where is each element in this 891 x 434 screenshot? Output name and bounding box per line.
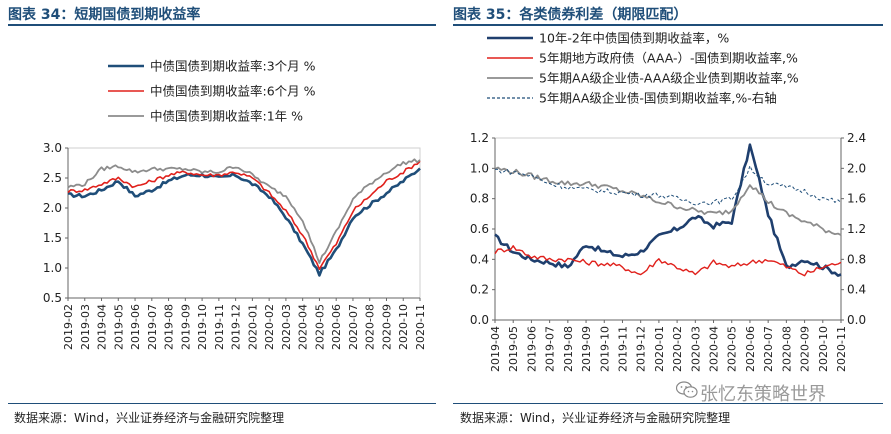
legend-label-2: 中债国债到期收益率:6个月 % xyxy=(150,84,316,99)
x-tick-label: 2019-02 xyxy=(62,304,75,350)
legend-label-2: 5年期地方政府债（AAA-）-国债到期收益率,% xyxy=(539,51,798,66)
x-tick-label: 2020-05 xyxy=(726,326,739,372)
right-source-note: 数据来源：Wind，兴业证券经济与金融研究院整理 xyxy=(460,411,731,425)
legend-label-1: 10年-2年中债国债到期收益率，% xyxy=(539,31,729,46)
x-tick-label: 2019-09 xyxy=(580,326,593,372)
y2-tick-label: 0.4 xyxy=(847,283,866,297)
series-line-2 xyxy=(67,160,421,270)
legend-label-4: 5年期AA级企业债-国债到期收益率,%-右轴 xyxy=(539,91,777,106)
y-tick-label: 2.5 xyxy=(43,171,62,185)
x-tick-label: 2019-10 xyxy=(196,304,209,350)
legend-label-3: 5年期AA级企业债-AAA级企业债到期收益率,% xyxy=(539,71,799,86)
legend-label-3: 中债国债到期收益率:1年 % xyxy=(150,109,303,124)
y-tick-label: 0.6 xyxy=(470,222,489,236)
y-tick-label: 1.0 xyxy=(470,161,489,175)
y-tick-label: 0.0 xyxy=(470,313,489,327)
series-line-3 xyxy=(494,166,842,236)
plot-frame xyxy=(67,147,421,299)
x-tick-label: 2020-01 xyxy=(246,304,259,350)
left-chart-title: 图表 34：短期国债到期收益率 xyxy=(8,7,201,23)
legend-label-1: 中债国债到期收益率:3个月 % xyxy=(150,59,316,74)
x-tick-label: 2019-04 xyxy=(96,304,109,350)
x-tick-label: 2020-06 xyxy=(744,326,757,372)
x-tick-label: 2020-09 xyxy=(799,326,812,372)
x-tick-label: 2020-03 xyxy=(689,326,702,372)
x-tick-label: 2019-06 xyxy=(129,304,142,350)
y2-tick-label: 2.0 xyxy=(847,161,866,175)
x-tick-label: 2020-02 xyxy=(263,304,276,350)
x-tick-label: 2020-08 xyxy=(780,326,793,372)
right-source-rule xyxy=(453,403,883,404)
watermark-text: 张忆东策略世界 xyxy=(700,384,826,405)
series-line-1 xyxy=(494,143,842,277)
series-line-4 xyxy=(494,165,842,206)
x-tick-label: 2020-02 xyxy=(671,326,684,372)
y-tick-label: 1.2 xyxy=(470,131,489,145)
left-source-rule xyxy=(8,403,436,404)
x-tick-label: 2019-11 xyxy=(213,304,226,350)
y-tick-label: 3.0 xyxy=(43,141,62,155)
y-tick-label: 1.0 xyxy=(43,261,62,275)
x-tick-label: 2019-08 xyxy=(163,304,176,350)
left-source-note: 数据来源：Wind，兴业证券经济与金融研究院整理 xyxy=(14,411,285,425)
x-tick-label: 2020-01 xyxy=(653,326,666,372)
x-tick-label: 2020-11 xyxy=(835,326,848,372)
y-tick-label: 0.8 xyxy=(470,192,489,206)
x-tick-label: 2019-11 xyxy=(616,326,629,372)
y2-tick-label: 1.6 xyxy=(847,192,866,206)
x-tick-label: 2020-03 xyxy=(280,304,293,350)
y-tick-label: 0.4 xyxy=(470,252,489,266)
x-tick-label: 2019-03 xyxy=(79,304,92,350)
y-tick-label: 0.5 xyxy=(43,291,62,305)
x-tick-label: 2019-04 xyxy=(489,326,502,372)
plot-frame xyxy=(494,137,842,321)
x-tick-label: 2019-10 xyxy=(598,326,611,372)
x-tick-label: 2020-06 xyxy=(330,304,343,350)
right-chart: 1.2 1.0 0.8 0.6 0.4 0.2 0.0 2.4 2.0 1.6 1.2 0.8 0.4 0… xyxy=(470,31,866,372)
x-tick-label: 2020-10 xyxy=(817,326,830,372)
x-tick-label: 2020-09 xyxy=(380,304,393,350)
x-tick-label: 2019-06 xyxy=(525,326,538,372)
y2-tick-label: 0.0 xyxy=(847,313,866,327)
right-title-rule xyxy=(453,24,883,26)
x-tick-label: 2019-07 xyxy=(146,304,159,350)
x-tick-label: 2019-12 xyxy=(230,304,243,350)
wechat-icon xyxy=(676,381,698,398)
y-tick-label: 1.5 xyxy=(43,231,62,245)
x-tick-label: 2020-11 xyxy=(414,304,427,350)
right-chart-title: 图表 35：各类债券利差（期限匹配） xyxy=(453,7,688,23)
x-tick-label: 2020-05 xyxy=(313,304,326,350)
x-tick-label: 2020-07 xyxy=(762,326,775,372)
y-tick-label: 0.2 xyxy=(470,283,489,297)
x-tick-label: 2020-07 xyxy=(347,304,360,350)
left-title-rule xyxy=(8,24,436,26)
series-line-1 xyxy=(67,167,421,277)
series-line-2 xyxy=(494,245,842,277)
series-line-3 xyxy=(67,158,421,264)
y-tick-label: 2.0 xyxy=(43,201,62,215)
x-tick-label: 2019-08 xyxy=(562,326,575,372)
y2-tick-label: 0.8 xyxy=(847,252,866,266)
x-tick-label: 2019-05 xyxy=(112,304,125,350)
y2-tick-label: 2.4 xyxy=(847,131,866,145)
x-tick-label: 2019-05 xyxy=(507,326,520,372)
y2-tick-label: 1.2 xyxy=(847,222,866,236)
x-tick-label: 2020-04 xyxy=(708,326,721,372)
x-tick-label: 2019-12 xyxy=(635,326,648,372)
x-tick-label: 2020-04 xyxy=(297,304,310,350)
x-tick-label: 2019-07 xyxy=(544,326,557,372)
x-tick-label: 2020-10 xyxy=(397,304,410,350)
x-tick-label: 2019-09 xyxy=(179,304,192,350)
x-tick-label: 2020-08 xyxy=(364,304,377,350)
